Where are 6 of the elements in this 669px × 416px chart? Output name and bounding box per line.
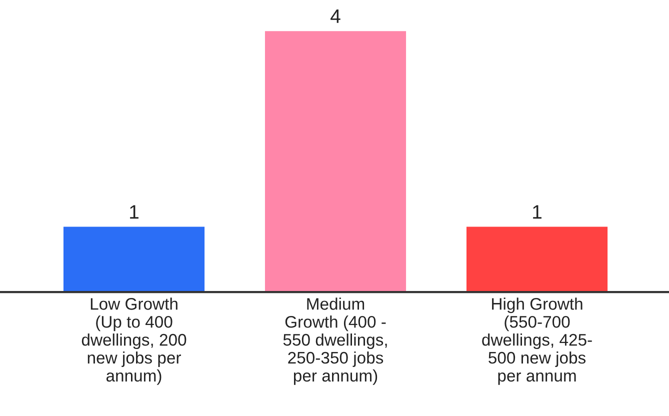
x-tick-label: Low Growth (Up to 400 dwellings, 200 new jobs per annum) (82, 298, 186, 385)
data-label: 1 (130, 205, 138, 219)
data-label: 1 (533, 205, 542, 219)
x-tick-label: Medium Growth (400 - 550 dwellings, 250-350 jobs per annum) (283, 298, 387, 385)
data-label: 4 (330, 10, 340, 23)
x-tick-label: High Growth (550-700 dwellings, 425- 500 new jobs per annum (482, 298, 592, 385)
